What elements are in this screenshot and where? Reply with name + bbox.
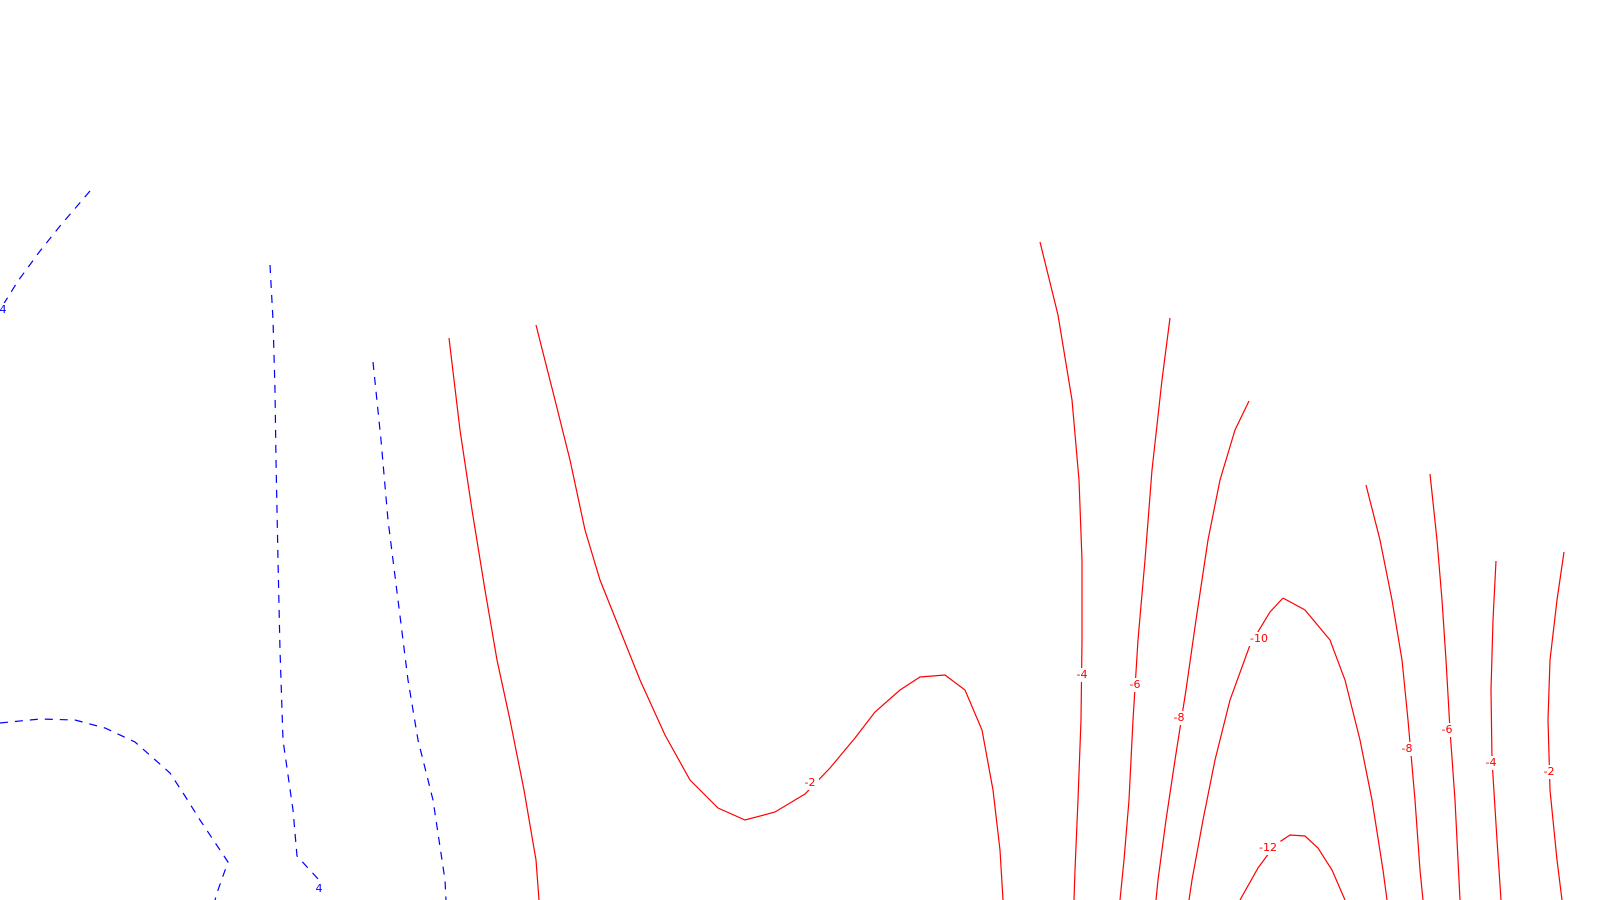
contour-line-8 xyxy=(1119,317,1171,900)
contour-label-10: -10 xyxy=(1250,632,1268,645)
contour-line-1 xyxy=(269,264,323,891)
contour-label-8: -6 xyxy=(1130,678,1141,691)
contour-label-bg-10 xyxy=(1246,632,1272,646)
contour-label-9: -8 xyxy=(1174,711,1185,724)
contour-line-15 xyxy=(1547,551,1565,900)
contour-label-bg-13 xyxy=(1438,723,1456,737)
contour-label-12: -8 xyxy=(1402,742,1413,755)
contour-label-5: -2 xyxy=(805,776,816,789)
contour-label-bg-1 xyxy=(313,882,325,896)
contour-label-bg-14 xyxy=(1482,756,1500,770)
contour-line-3 xyxy=(0,718,229,900)
contour-label-1: 4 xyxy=(316,882,323,895)
contour-line-0 xyxy=(2,190,91,306)
contour-label-bg-15 xyxy=(1540,765,1558,779)
contour-line-5 xyxy=(535,324,1004,900)
contour-label-7: -4 xyxy=(1077,668,1088,681)
contour-line-11 xyxy=(1239,834,1346,900)
contour-label-14: -4 xyxy=(1486,756,1497,769)
contour-line-10 xyxy=(1188,597,1388,900)
contour-label-0: 4 xyxy=(0,303,7,316)
contour-line-12 xyxy=(1365,484,1424,900)
contour-label-bg-12 xyxy=(1398,742,1416,756)
contour-label-bg-5 xyxy=(801,776,819,790)
contour-label-bg-7 xyxy=(1073,668,1091,682)
contour-label-bg-8 xyxy=(1126,678,1144,692)
contour-line-2 xyxy=(372,361,447,900)
contour-line-7 xyxy=(1039,241,1083,900)
contour-line-13 xyxy=(1429,473,1461,900)
contour-label-bg-9 xyxy=(1170,711,1188,725)
contour-label-bg-0 xyxy=(0,303,9,317)
contour-line-14 xyxy=(1490,560,1502,900)
contour-label-15: -2 xyxy=(1544,765,1555,778)
contour-line-9 xyxy=(1155,400,1250,900)
contour-label-13: -6 xyxy=(1442,723,1453,736)
contour-label-11: -12 xyxy=(1259,841,1277,854)
contour-label-bg-11 xyxy=(1255,841,1281,855)
contour-line-4 xyxy=(448,337,540,900)
